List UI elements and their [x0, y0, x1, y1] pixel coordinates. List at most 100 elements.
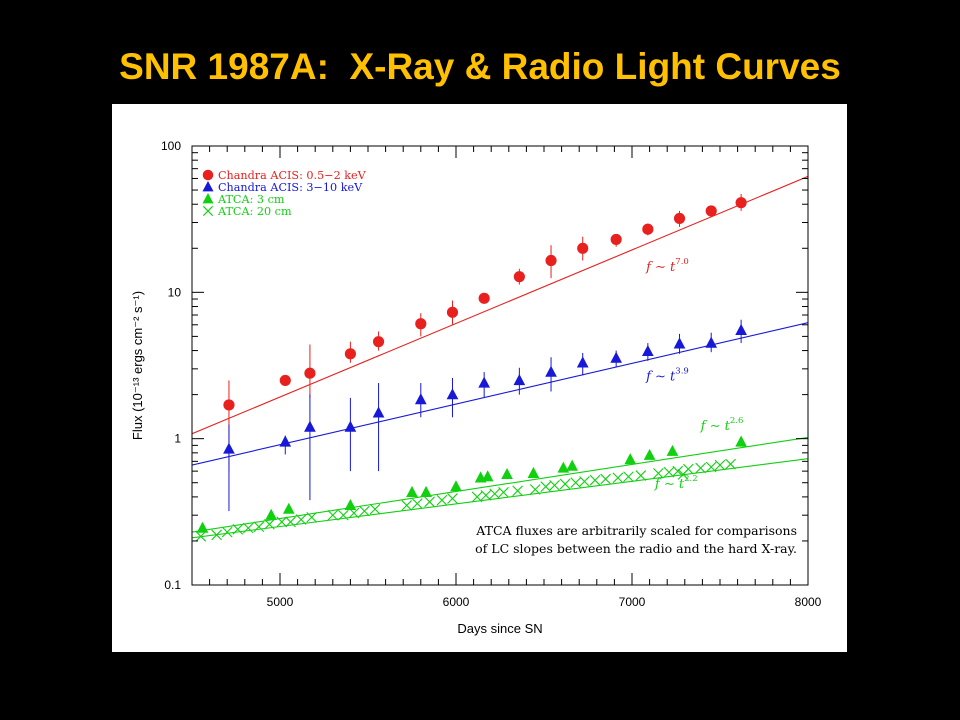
fit-label-exponent: 2.6: [730, 416, 744, 426]
data-point: [369, 503, 381, 515]
data-point: [344, 420, 357, 432]
data-point: [489, 488, 501, 500]
data-point: [570, 477, 582, 489]
data-point: [624, 453, 637, 465]
fit-label-base: f ∼ t: [700, 419, 731, 434]
data-point: [653, 467, 664, 479]
data-point: [471, 491, 483, 503]
data-point: [223, 399, 235, 411]
data-point: [338, 509, 349, 521]
data-point: [545, 254, 557, 267]
data-point: [304, 420, 316, 432]
data-point: [705, 461, 717, 473]
legend-entry: Chandra ACIS: 0.5−2 keV: [218, 169, 367, 182]
data-point: [512, 485, 523, 497]
x-tick-label: 6000: [443, 595, 470, 609]
data-point: [406, 485, 418, 497]
data-point: [527, 466, 540, 478]
annotation-line: ATCA fluxes are arbitrarily scaled for c…: [475, 523, 797, 538]
data-point: [242, 522, 254, 534]
data-point: [253, 521, 265, 533]
slide-title: SNR 1987A: X-Ray & Radio Light Curves: [119, 46, 841, 87]
data-point: [735, 435, 747, 447]
data-point: [344, 498, 357, 511]
data-point: [498, 486, 509, 498]
data-point: [285, 516, 296, 528]
chart-panel: 5000 6000 7000 8000 0.1 1 10 100 Days since SN …: [112, 104, 847, 652]
fit-label-base: f ∼ t: [654, 477, 685, 492]
data-point: [424, 496, 435, 508]
data-point: [612, 472, 624, 484]
data-point: [501, 467, 513, 480]
data-point: [195, 531, 207, 542]
data-point: [682, 463, 694, 475]
data-point: [202, 192, 214, 204]
data-point: [735, 323, 747, 335]
data-point: [705, 205, 717, 217]
data-point: [372, 336, 385, 348]
data-point: [264, 518, 275, 530]
fit-line: [192, 175, 808, 435]
fit-label-base: f ∼ t: [645, 260, 676, 275]
x-tick-label: 5000: [267, 595, 294, 609]
data-point: [480, 489, 492, 501]
fit-label: f ∼ t3.9: [645, 366, 689, 384]
data-point: [446, 388, 459, 400]
y-tick-label: 10: [168, 285, 182, 299]
data-point: [420, 485, 432, 497]
fit-label-exponent: 7.0: [675, 257, 689, 267]
data-point: [359, 505, 370, 517]
plot-frame: [191, 145, 809, 586]
fit-line: [192, 322, 808, 466]
annotation-note: ATCA fluxes are arbitrarily scaled for c…: [475, 523, 797, 556]
y-tick-label: 0.1: [164, 578, 181, 592]
data-point: [344, 348, 356, 360]
data-point: [666, 444, 679, 456]
data-point: [577, 242, 589, 254]
data-point: [623, 471, 634, 482]
fit-line: [192, 458, 808, 539]
legend-entry: Chandra ACIS: 3−10 keV: [218, 181, 363, 194]
data-point: [282, 502, 295, 514]
data-point: [279, 435, 292, 447]
data-point: [372, 406, 385, 418]
data-point: [589, 474, 601, 486]
data-point: [529, 484, 541, 495]
data-point: [436, 494, 448, 506]
data-point: [557, 461, 570, 473]
data-point: [673, 337, 686, 349]
data-point: [196, 521, 209, 533]
data-point: [705, 336, 718, 348]
data-point: [559, 478, 571, 490]
data-point: [513, 271, 525, 283]
data-point: [202, 169, 214, 181]
data-point: [221, 526, 233, 538]
data-point: [600, 473, 611, 485]
data-point: [610, 351, 623, 363]
data-point: [673, 212, 686, 224]
data-point: [735, 197, 747, 209]
data-point: [635, 470, 647, 481]
data-point: [202, 180, 214, 192]
fit-label: f ∼ t7.0: [645, 257, 689, 275]
data-point: [306, 511, 318, 523]
data-point: [566, 459, 579, 471]
data-point: [478, 376, 491, 388]
data-point: [211, 529, 222, 541]
data-point: [481, 470, 494, 482]
x-tick-label: 7000: [619, 595, 646, 609]
data-point: [414, 393, 427, 405]
fit-label: f ∼ t2.2: [654, 474, 698, 492]
data-point: [643, 448, 656, 460]
y-tick-label: 1: [174, 432, 181, 446]
data-point: [401, 500, 413, 511]
data-point: [304, 367, 316, 379]
fit-label: f ∼ t2.6: [700, 416, 744, 434]
data-point: [695, 462, 706, 474]
axis-ticks: [191, 145, 809, 586]
legend-entry: ATCA: 20 cm: [217, 205, 292, 218]
fit-labels: f ∼ t7.0f ∼ t3.9f ∼ t2.6f ∼ t2.2: [645, 257, 743, 492]
data-point: [725, 458, 736, 470]
tick-labels: 5000 6000 7000 8000 0.1 1 10 100: [161, 139, 822, 609]
